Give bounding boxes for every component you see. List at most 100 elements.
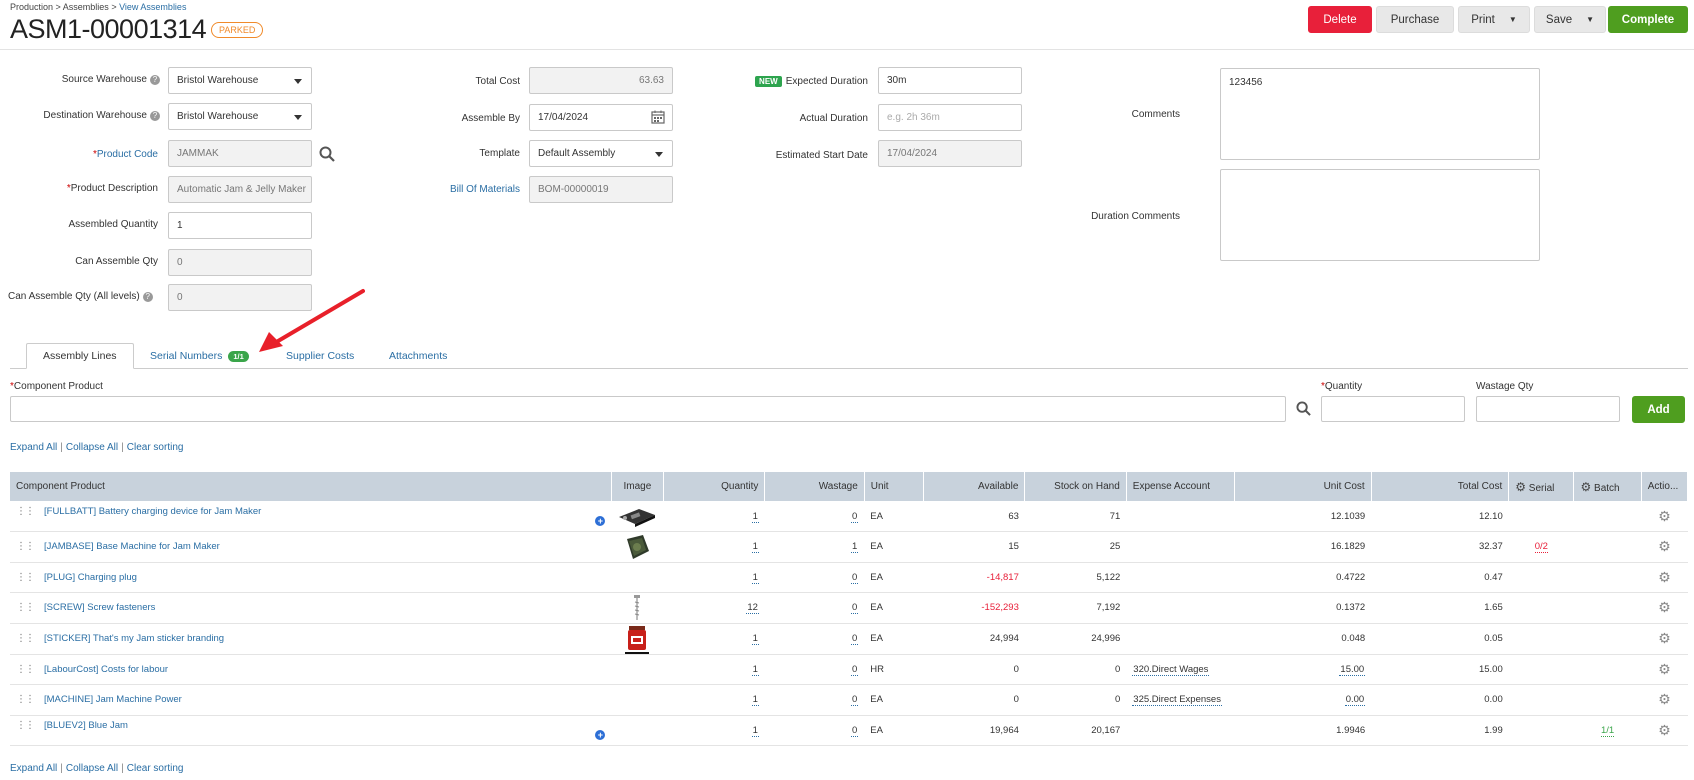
row-actions[interactable]: ⚙ [1641,531,1688,563]
print-button[interactable]: Print ▼ [1458,6,1530,33]
drag-handle-icon[interactable]: ⋮⋮ [16,571,35,583]
gear-icon[interactable]: ⚙ [1658,660,1671,677]
batch-cell[interactable] [1573,654,1642,685]
wastage-cell[interactable]: 0 [764,684,865,716]
quantity-cell[interactable]: 1 [663,623,765,655]
product-code-field[interactable]: JAMMAK [168,140,312,167]
row-actions[interactable]: ⚙ [1641,623,1688,655]
col-available[interactable]: Available [923,472,1026,501]
row-actions[interactable]: ⚙ [1641,684,1688,716]
wastage-cell[interactable]: 1 [764,531,865,563]
serial-cell[interactable]: 0/2 [1508,531,1574,563]
serial-cell[interactable] [1508,501,1574,532]
row-actions[interactable]: ⚙ [1641,592,1688,624]
batch-cell[interactable] [1573,562,1642,593]
wastage-cell[interactable]: 0 [764,623,865,655]
quantity-input[interactable] [1321,396,1465,422]
wastage-cell[interactable]: 0 [764,501,865,532]
assembled-quantity-field[interactable]: 1 [168,212,312,239]
col-unit-cost[interactable]: Unit Cost [1234,472,1372,501]
product-link[interactable]: [STICKER] That's my Jam sticker branding [44,632,225,644]
gear-icon[interactable]: ⚙ [1658,507,1671,524]
source-warehouse-select[interactable]: Bristol Warehouse [168,67,312,94]
batch-cell[interactable] [1573,531,1642,563]
gear-icon[interactable]: ⚙ [1658,721,1671,738]
serial-cell[interactable] [1508,592,1574,624]
serial-cell[interactable] [1508,715,1574,746]
expense-cell[interactable]: 320.Direct Wages [1126,654,1235,685]
batch-cell[interactable]: 1/1 [1573,715,1642,746]
expand-all-link[interactable]: Expand All [10,763,58,774]
product-link[interactable]: [MACHINE] Jam Machine Power [44,694,182,706]
col-batch[interactable]: ⚙ Batch [1573,472,1642,501]
gear-icon[interactable]: ⚙ [1658,538,1671,555]
serial-cell[interactable] [1508,654,1574,685]
breadcrumb-production[interactable]: Production [10,2,54,12]
quantity-cell[interactable]: 1 [663,715,765,746]
breadcrumb-assemblies[interactable]: Assemblies [62,2,109,12]
unit-cost-cell[interactable]: 15.00 [1234,654,1372,685]
expense-cell[interactable] [1126,531,1235,563]
gear-icon[interactable]: ⚙ [1515,479,1526,494]
product-link[interactable]: [JAMBASE] Base Machine for Jam Maker [44,541,220,553]
clear-sorting-link[interactable]: Clear sorting [126,442,184,453]
purchase-button[interactable]: Purchase [1376,6,1454,33]
col-component-product[interactable]: Component Product [10,472,612,501]
drag-handle-icon[interactable]: ⋮⋮ [16,541,35,553]
comments-textarea[interactable]: 123456 [1220,68,1540,160]
clear-sorting-link[interactable]: Clear sorting [126,763,184,774]
template-select[interactable]: Default Assembly [529,140,673,167]
row-actions[interactable]: ⚙ [1641,501,1688,532]
wastage-cell[interactable]: 0 [764,715,865,746]
unit-cost-cell[interactable]: 0.00 [1234,684,1372,716]
drag-handle-icon[interactable]: ⋮⋮ [16,663,35,675]
collapse-all-link[interactable]: Collapse All [65,442,119,453]
wastage-cell[interactable]: 0 [764,654,865,685]
tab-attachments[interactable]: Attachments [389,350,448,362]
gear-icon[interactable]: ⚙ [1658,691,1671,708]
expected-duration-field[interactable]: 30m [878,67,1022,94]
help-icon[interactable]: ? [142,292,153,302]
plus-icon[interactable]: + [595,516,606,526]
save-button[interactable]: Save ▼ [1534,6,1606,33]
gear-icon[interactable]: ⚙ [1580,479,1592,494]
product-link[interactable]: [BLUEV2] Blue Jam [44,720,128,732]
serial-cell[interactable] [1508,623,1574,655]
wastage-cell[interactable]: 0 [764,592,865,624]
bill-of-materials-label[interactable]: Bill Of Materials [449,184,520,195]
search-icon[interactable] [1296,401,1311,419]
expense-cell[interactable]: 325.Direct Expenses [1126,684,1235,716]
tab-assembly-lines[interactable]: Assembly Lines [26,343,134,369]
col-wastage[interactable]: Wastage [764,472,865,501]
col-quantity[interactable]: Quantity [663,472,766,501]
expense-cell[interactable] [1126,562,1235,593]
serial-cell[interactable] [1508,562,1574,593]
col-unit[interactable]: Unit [864,472,925,501]
quantity-cell[interactable]: 1 [663,562,765,593]
drag-handle-icon[interactable]: ⋮⋮ [16,602,35,614]
calendar-icon[interactable] [651,110,665,127]
quantity-cell[interactable]: 1 [663,654,765,685]
add-button[interactable]: Add [1632,396,1685,423]
quantity-cell[interactable]: 12 [663,592,765,624]
expense-cell[interactable] [1126,623,1235,655]
serial-cell[interactable] [1508,684,1574,716]
product-link[interactable]: [PLUG] Charging plug [44,571,137,583]
plus-icon[interactable]: + [595,730,606,741]
batch-cell[interactable] [1573,501,1642,532]
tab-serial-numbers[interactable]: Serial Numbers 1/1 [134,343,265,369]
drag-handle-icon[interactable]: ⋮⋮ [16,632,35,644]
batch-cell[interactable] [1573,623,1642,655]
collapse-all-link[interactable]: Collapse All [65,763,119,774]
tab-supplier-costs[interactable]: Supplier Costs [286,350,355,362]
row-actions[interactable]: ⚙ [1641,715,1688,746]
quantity-cell[interactable]: 1 [663,684,765,716]
assemble-by-field[interactable]: 17/04/2024 [529,104,673,131]
expense-cell[interactable] [1126,715,1235,746]
quantity-cell[interactable]: 1 [663,501,765,532]
col-total-cost[interactable]: Total Cost [1371,472,1510,501]
expand-all-link[interactable]: Expand All [10,442,58,453]
product-link[interactable]: [SCREW] Screw fasteners [44,602,156,614]
actual-duration-field[interactable]: e.g. 2h 36m [878,104,1022,131]
product-description-field[interactable]: Automatic Jam & Jelly Maker [168,176,312,203]
